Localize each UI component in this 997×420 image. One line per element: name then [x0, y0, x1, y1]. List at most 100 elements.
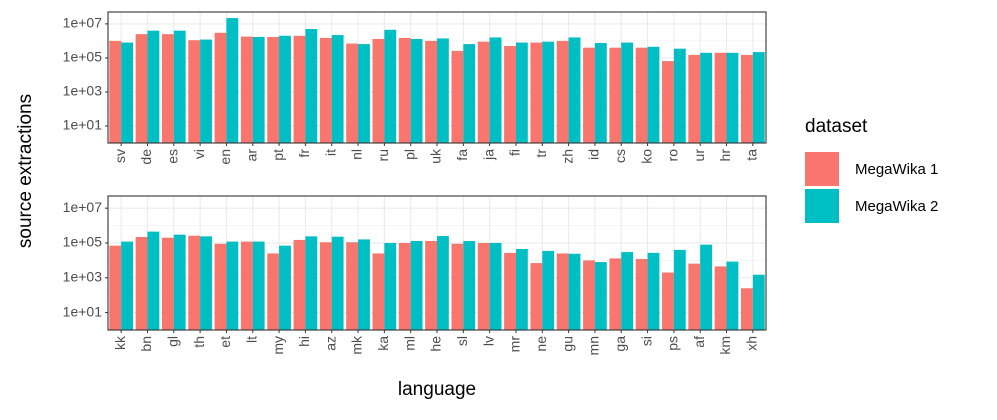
- bar: [121, 241, 134, 330]
- x-tick-label: lt: [243, 336, 259, 343]
- x-tick-label: de: [138, 149, 154, 165]
- bar: [437, 236, 449, 330]
- bar: [226, 18, 239, 144]
- bar: [477, 41, 490, 143]
- x-tick-label: ur: [691, 149, 707, 162]
- bar: [267, 253, 280, 330]
- x-tick-label: it: [322, 149, 338, 156]
- bar: [200, 39, 212, 144]
- x-tick-label: kk: [112, 335, 128, 350]
- x-tick-label: ja: [480, 149, 496, 161]
- x-tick-label: id: [586, 149, 602, 160]
- x-tick-label: uk: [428, 148, 444, 164]
- bar: [346, 43, 359, 143]
- x-tick-label: ka: [375, 336, 391, 351]
- bar: [372, 253, 385, 330]
- bar: [688, 263, 701, 330]
- bar: [331, 35, 344, 143]
- x-tick-label: ko: [638, 149, 654, 164]
- bar: [319, 37, 332, 143]
- y-tick-label: 1e+07: [63, 199, 103, 215]
- bar: [726, 52, 739, 144]
- bar: [398, 242, 411, 330]
- legend-title: dataset: [805, 116, 868, 137]
- bar: [568, 253, 581, 330]
- bar: [504, 46, 516, 143]
- x-tick-label: fa: [454, 149, 470, 161]
- bar: [688, 54, 701, 143]
- legend-key: [805, 189, 839, 223]
- bar: [662, 61, 674, 144]
- bar: [714, 52, 727, 144]
- bar: [305, 29, 318, 144]
- bar: [621, 42, 634, 143]
- bar: [437, 38, 449, 144]
- bar: [583, 260, 595, 330]
- bar: [425, 240, 437, 330]
- bar: [504, 252, 516, 330]
- bar: [410, 38, 423, 143]
- y-axis-title: source extractions: [15, 94, 36, 248]
- x-tick-label: sl: [454, 336, 470, 346]
- x-tick-label: mr: [507, 336, 523, 353]
- x-tick-label: sv: [112, 149, 128, 163]
- x-tick-label: hi: [296, 336, 312, 347]
- bar: [200, 236, 212, 330]
- x-tick-label: th: [191, 336, 207, 348]
- bar: [109, 245, 122, 330]
- x-tick-label: az: [322, 336, 338, 351]
- bar: [293, 35, 306, 143]
- bar: [188, 40, 201, 143]
- x-tick-label: si: [638, 336, 654, 346]
- bar: [673, 249, 686, 330]
- bar: [135, 237, 148, 330]
- bar: [188, 235, 201, 330]
- x-tick-label: gu: [559, 336, 575, 352]
- bar: [714, 266, 727, 330]
- bar: [384, 242, 397, 330]
- bar: [700, 244, 713, 330]
- x-tick-label: tr: [533, 149, 549, 158]
- x-tick-label: ro: [665, 149, 681, 162]
- bar: [477, 242, 490, 330]
- bar: [279, 35, 291, 143]
- x-tick-label: ta: [744, 149, 760, 161]
- bar: [147, 30, 160, 143]
- bar: [384, 29, 397, 143]
- y-tick-label: 1e+05: [63, 234, 103, 250]
- x-tick-label: mk: [349, 335, 365, 355]
- y-tick-label: 1e+07: [63, 15, 103, 31]
- bar: [173, 234, 186, 330]
- bar: [594, 43, 607, 143]
- bar: [635, 47, 648, 143]
- bar: [279, 245, 291, 330]
- bar: [740, 288, 753, 330]
- legend-label: MegaWika 2: [855, 198, 938, 215]
- bar: [673, 48, 686, 143]
- x-tick-label: lv: [480, 336, 496, 346]
- x-tick-label: pt: [270, 149, 286, 161]
- bar: [635, 259, 648, 330]
- bar: [214, 243, 227, 330]
- x-tick-label: he: [428, 336, 444, 352]
- bar: [463, 240, 476, 330]
- bar: [530, 263, 543, 330]
- bar: [451, 243, 464, 330]
- bar: [556, 253, 569, 330]
- bar: [319, 242, 332, 330]
- bar: [609, 258, 622, 330]
- bar: [489, 37, 502, 143]
- bar: [594, 262, 607, 330]
- bar: [147, 231, 160, 330]
- bar: [121, 42, 134, 143]
- x-tick-label: pl: [401, 149, 417, 160]
- bar: [410, 240, 423, 330]
- x-tick-label: en: [217, 149, 233, 165]
- bar: [726, 261, 739, 330]
- x-tick-label: vi: [191, 149, 207, 159]
- bar: [240, 241, 253, 330]
- x-tick-label: ne: [533, 336, 549, 352]
- bar: [515, 42, 528, 143]
- x-tick-label: ps: [665, 336, 681, 351]
- bar: [293, 239, 306, 330]
